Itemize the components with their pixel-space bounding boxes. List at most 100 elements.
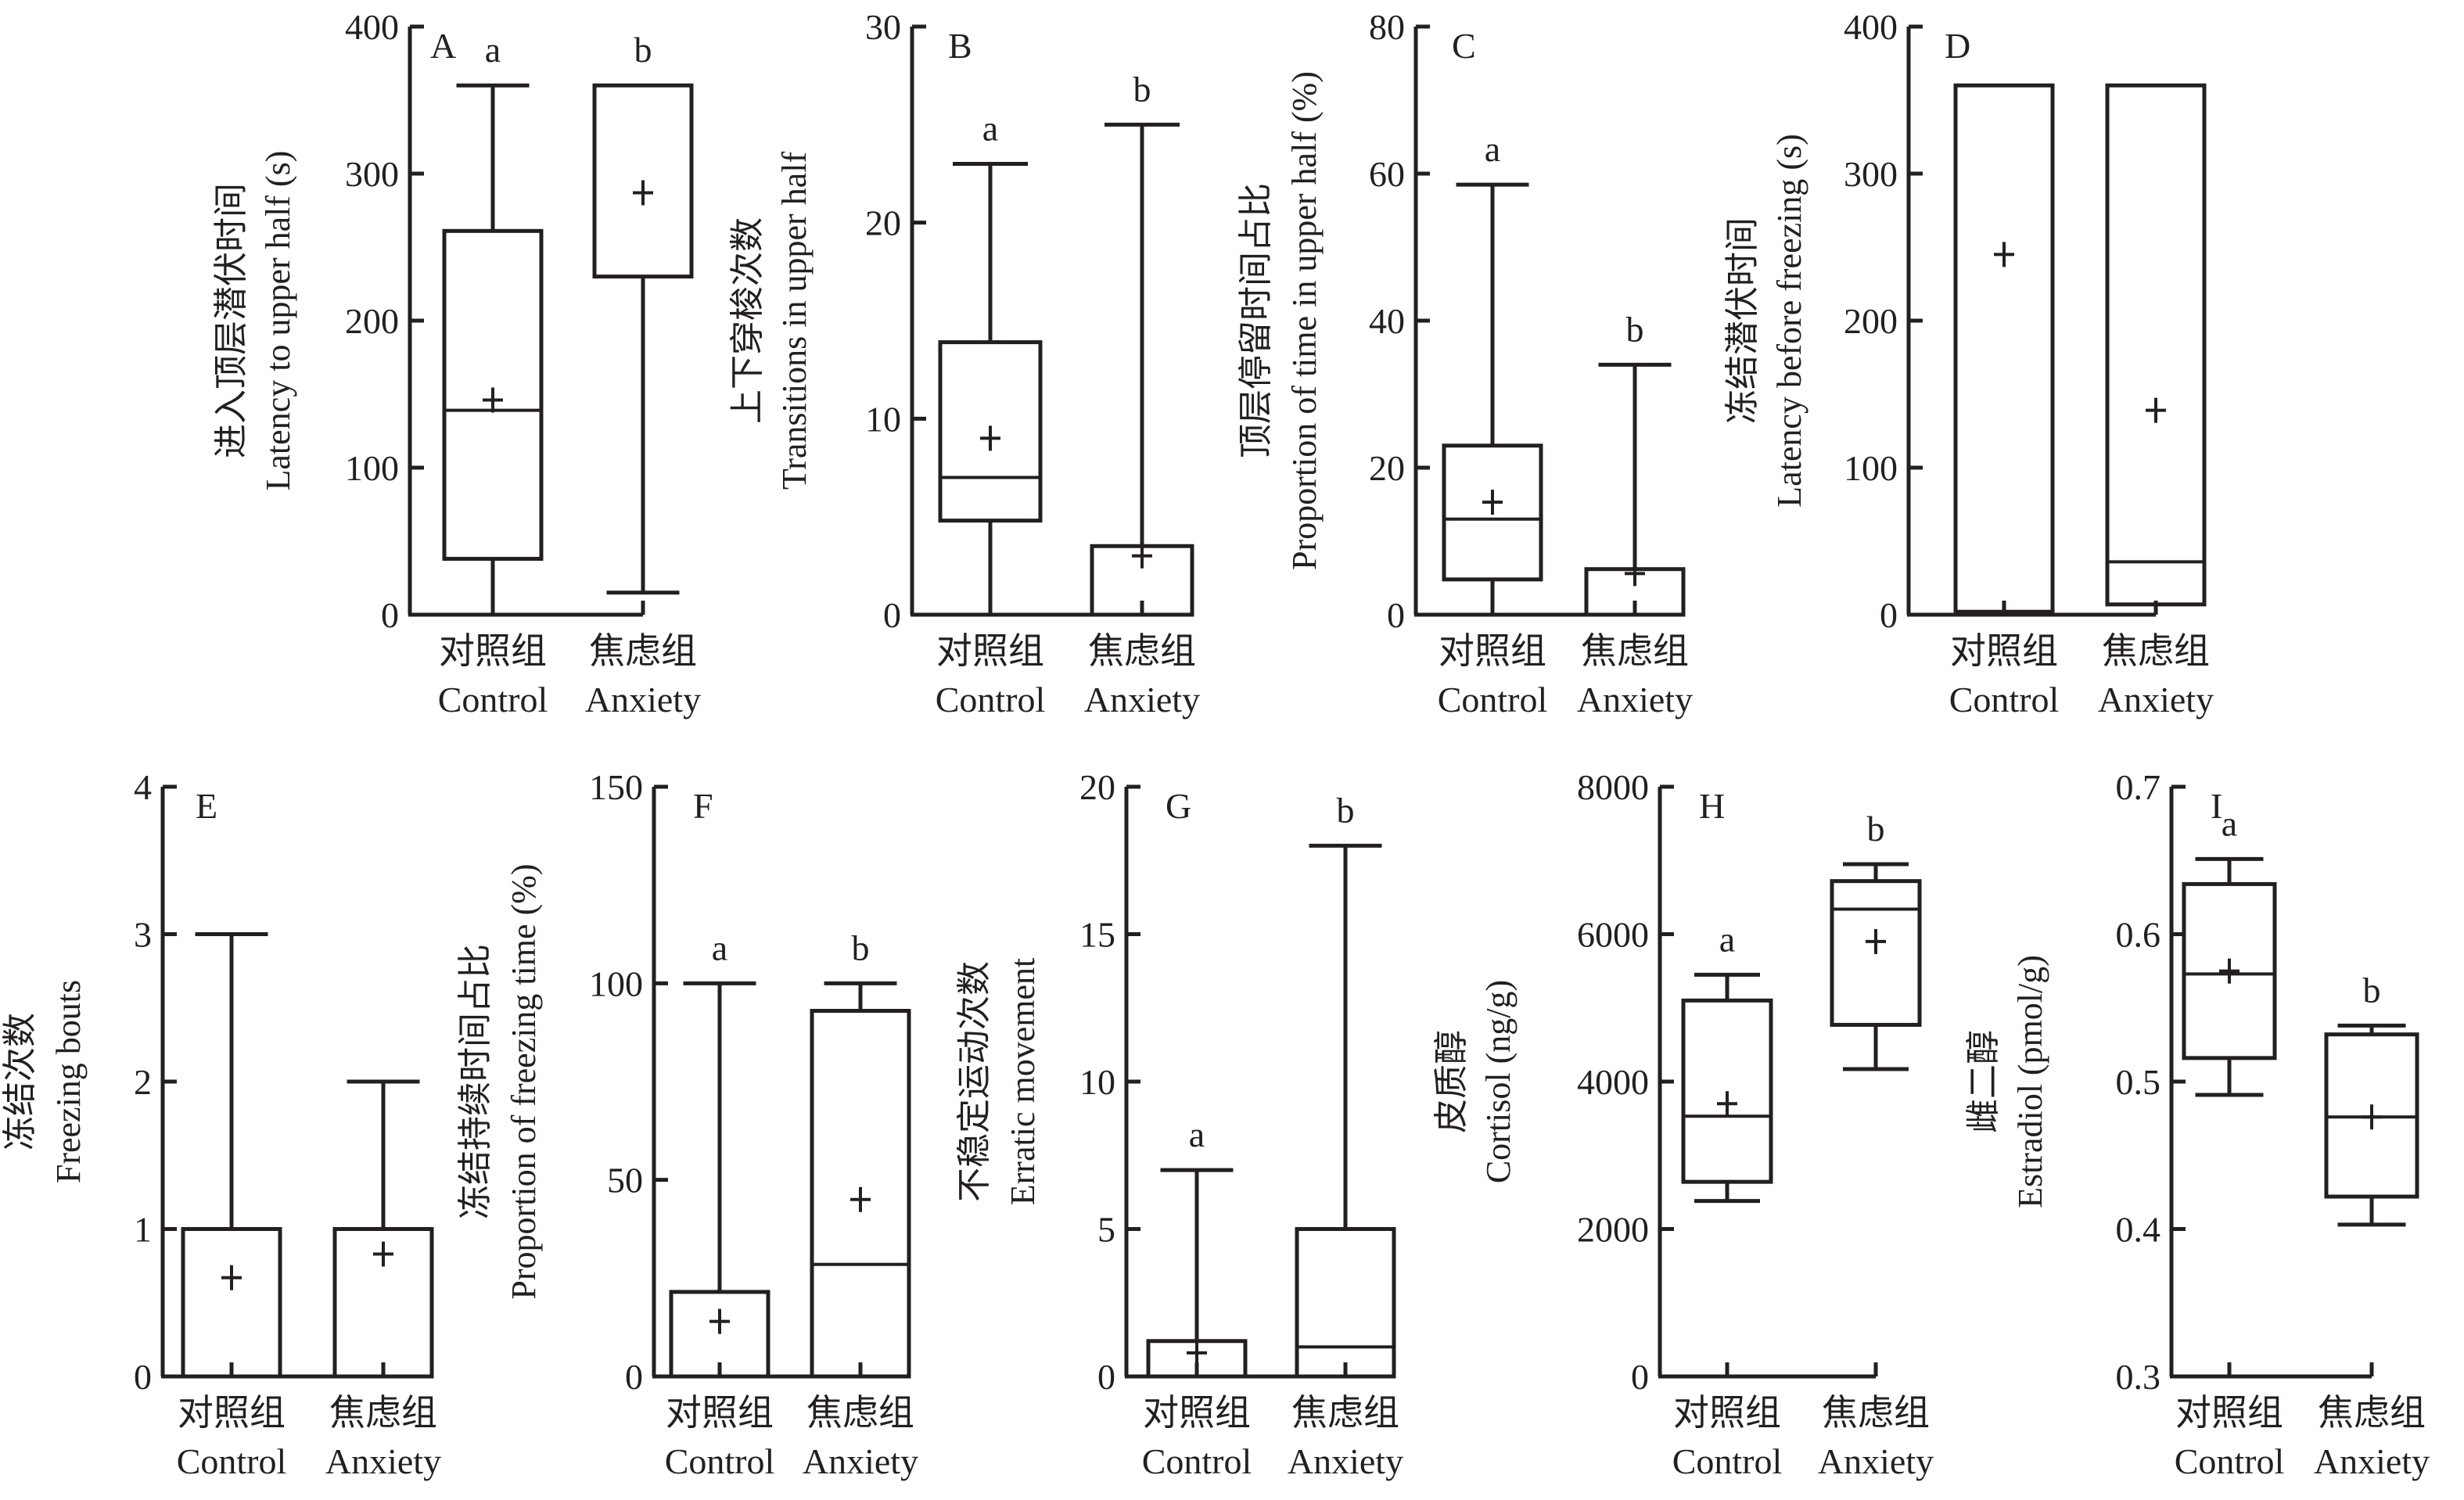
box-anxiety: b [1090, 69, 1194, 617]
category-label-zh: 焦虑组 [329, 1393, 437, 1433]
box-anxiety [332, 1079, 434, 1379]
y-tick-label: 300 [345, 154, 399, 194]
category-label-zh: 对照组 [439, 631, 547, 671]
box-anxiety: b [1830, 809, 1922, 1071]
iqr-box [938, 340, 1043, 523]
y-tick-label: 100 [589, 964, 643, 1003]
significance-label: b [1626, 309, 1644, 349]
iqr-box [442, 228, 544, 562]
box-control: a [442, 30, 544, 615]
category-label-zh: 焦虑组 [589, 631, 697, 671]
y-tick-label: 1 [134, 1210, 152, 1250]
significance-label: b [1133, 69, 1151, 109]
iqr-box [1442, 443, 1543, 582]
y-tick-label: 50 [607, 1161, 643, 1200]
category-label-en: Anxiety [1084, 680, 1200, 719]
y-axis-title-en: Freezing bouts [49, 980, 88, 1183]
y-tick-label: 0 [1097, 1357, 1115, 1397]
category-label-zh: 焦虑组 [2318, 1393, 2426, 1433]
iqr-box [810, 1009, 911, 1379]
y-tick-label: 0.3 [2116, 1357, 2161, 1397]
category-label-en: Anxiety [803, 1441, 918, 1481]
category-label-en: Control [1438, 680, 1548, 719]
y-tick-label: 0 [381, 595, 399, 635]
box-anxiety: b [1584, 309, 1686, 617]
panel-label: G [1166, 786, 1191, 826]
y-tick-label: 8000 [1577, 767, 1649, 807]
iqr-box [1830, 879, 1922, 1027]
category-label-zh: 焦虑组 [806, 1393, 914, 1433]
y-tick-label: 5 [1097, 1210, 1115, 1250]
iqr-box [1295, 1227, 1396, 1379]
y-tick-label: 80 [1369, 7, 1405, 47]
y-tick-label: 0 [625, 1357, 643, 1397]
box-control: a [2182, 803, 2277, 1097]
significance-label: a [1485, 129, 1500, 169]
significance-label: a [1719, 919, 1735, 959]
y-axis-title-en: Latency before freezing (s) [1770, 134, 1808, 508]
category-label-zh: 对照组 [1950, 631, 2058, 671]
panel-f: 0 50 100 150 F 冻结持续时间占比 Proportion of freezing… [456, 767, 918, 1481]
box-control [181, 932, 282, 1379]
y-tick-label: 0.6 [2116, 915, 2161, 955]
y-tick-label: 10 [865, 399, 901, 439]
significance-label: b [1337, 790, 1355, 830]
category-label-zh: 对照组 [1673, 1393, 1781, 1433]
significance-label: b [1867, 809, 1885, 849]
box-control: a [1681, 919, 1773, 1204]
box-control [1953, 83, 2055, 615]
category-label-en: Anxiety [1288, 1441, 1403, 1481]
significance-label: a [982, 108, 998, 148]
category-label-zh: 对照组 [1439, 631, 1546, 671]
y-axis-title-zh: 不稳定运动次数 [955, 961, 993, 1202]
category-label-zh: 对照组 [936, 631, 1044, 671]
category-label-en: Control [1142, 1441, 1252, 1481]
y-axis-title-en: Transitions in upper half [775, 152, 814, 490]
y-tick-label: 100 [1844, 448, 1898, 488]
box-control: a [938, 108, 1043, 615]
significance-label: a [1189, 1114, 1205, 1154]
panel-label: I [2211, 786, 2222, 826]
y-axis-title-en: Erratic movement [1004, 958, 1042, 1205]
y-tick-label: 100 [345, 448, 399, 488]
y-tick-label: 4 [134, 767, 152, 807]
category-label-zh: 焦虑组 [2102, 631, 2210, 671]
iqr-box [181, 1227, 282, 1379]
category-label-en: Anxiety [2098, 680, 2214, 719]
box-anxiety: b [810, 928, 911, 1379]
y-tick-label: 200 [345, 301, 399, 341]
category-label-zh: 焦虑组 [1291, 1393, 1399, 1433]
y-tick-label: 400 [1844, 7, 1898, 47]
significance-label: a [2222, 803, 2237, 843]
y-axis-title-zh: 顶层停留时间占比 [1237, 183, 1275, 458]
panel-i: 0.3 0.4 0.5 0.6 0.7 I 雌二醇 Estradiol (pmol/g) 对照组… [1964, 767, 2430, 1481]
panel-c: 0 20 40 60 80 C 顶层停留时间占比 Proportion of time in … [1237, 7, 1693, 719]
panel-label: A [430, 26, 456, 66]
y-axis-title-zh: 皮质醇 [1432, 1030, 1471, 1133]
y-tick-label: 0 [1631, 1357, 1649, 1397]
panel-label: D [1945, 26, 1970, 66]
box-control: a [1146, 1114, 1248, 1379]
iqr-box [2105, 83, 2207, 607]
y-tick-label: 0 [883, 595, 901, 635]
box-anxiety: b [2324, 970, 2419, 1227]
y-tick-label: 200 [1844, 301, 1898, 341]
significance-label: b [2363, 970, 2381, 1010]
y-tick-label: 400 [345, 7, 399, 47]
panel-label: H [1699, 786, 1725, 826]
y-tick-label: 0 [1880, 595, 1898, 635]
category-label-en: Control [1672, 1441, 1783, 1481]
panel-a: 0 100 200 300 400 A 进入顶层潜伏时间 Latency to upper h… [212, 7, 701, 719]
category-label-en: Anxiety [325, 1441, 441, 1481]
y-tick-label: 0 [1387, 595, 1405, 635]
iqr-box [1953, 83, 2055, 614]
box-control: a [669, 928, 770, 1379]
category-label-en: Control [936, 680, 1046, 719]
y-tick-label: 2000 [1577, 1210, 1649, 1250]
y-tick-label: 0 [134, 1357, 152, 1397]
category-label-en: Control [1949, 680, 2060, 719]
y-axis-title-zh: 冻结持续时间占比 [456, 944, 494, 1219]
panel-g: 0 5 10 15 20 G 不稳定运动次数 Erratic movement 对照组 Contr… [955, 767, 1403, 1481]
y-axis-title-en: Cortisol (ng/g) [1479, 980, 1518, 1183]
